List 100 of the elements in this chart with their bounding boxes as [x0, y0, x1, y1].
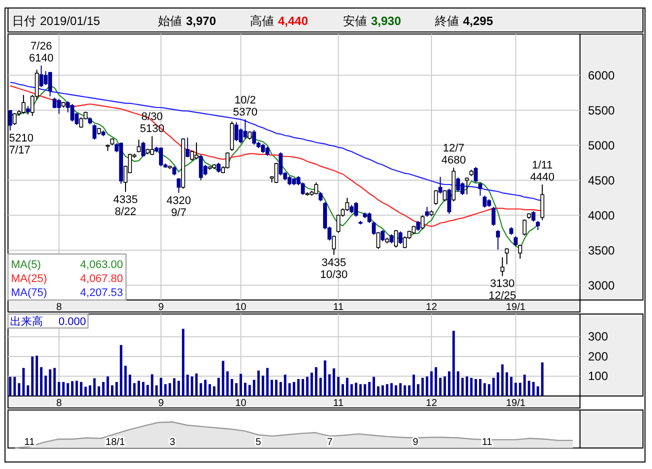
- bar: [319, 378, 322, 396]
- bar: [350, 384, 353, 396]
- bar: [142, 382, 144, 396]
- candlestick: [496, 230, 500, 250]
- bar: [364, 384, 366, 396]
- annotation: 4,207.53: [80, 287, 123, 299]
- text: 日付 2019/01/15: [12, 14, 100, 28]
- bar: [76, 380, 78, 396]
- bar: [488, 384, 490, 396]
- bar: [48, 369, 52, 396]
- y-tick-label: 4500: [588, 173, 616, 188]
- bar: [342, 384, 344, 396]
- x-tick-label: 7: [326, 437, 333, 448]
- x-tick-label: 11: [333, 398, 344, 409]
- bar: [235, 383, 238, 396]
- candlestick: [376, 232, 380, 250]
- bar: [332, 368, 336, 396]
- candlestick: [447, 188, 452, 214]
- bar: [381, 385, 384, 396]
- bar: [412, 374, 415, 396]
- candlestick: [314, 182, 318, 195]
- bar: [186, 374, 189, 396]
- bar: [324, 360, 326, 396]
- bar: [386, 384, 388, 396]
- bar: [466, 376, 468, 396]
- bar: [120, 345, 122, 396]
- text: MA(5): [11, 259, 41, 271]
- candlestick: [434, 190, 438, 206]
- bar: [479, 379, 482, 396]
- bar: [262, 376, 264, 396]
- candlestick: [380, 230, 385, 242]
- candlestick: [216, 162, 221, 174]
- bar: [430, 371, 433, 396]
- annotation: 10/2 5370: [232, 94, 258, 118]
- y-tick-label: 100: [588, 369, 608, 384]
- bar: [536, 386, 540, 396]
- bar: [217, 378, 220, 396]
- candlestick: [420, 214, 425, 230]
- bar: [306, 376, 309, 396]
- text: 始値 3,970: [158, 14, 216, 28]
- bar: [275, 380, 278, 396]
- annotation: 12/7 4680: [441, 142, 466, 167]
- bar: [404, 385, 406, 396]
- text: 終値 4,295: [434, 14, 494, 28]
- candlestick: [372, 221, 376, 236]
- bar: [208, 384, 211, 396]
- bar: [98, 386, 100, 396]
- bar: [284, 374, 286, 396]
- annotation: 5210 7/17: [9, 132, 34, 157]
- candlestick: [492, 206, 496, 226]
- annotation: 4,067.80: [80, 273, 123, 285]
- candlestick: [504, 248, 509, 265]
- y-tick-label: 300: [588, 330, 608, 344]
- bar: [66, 383, 70, 396]
- candlestick: [464, 177, 469, 195]
- bar: [71, 381, 74, 396]
- candlestick: [531, 210, 536, 222]
- candlestick: [8, 110, 12, 132]
- bar: [541, 362, 544, 396]
- bar: [248, 384, 251, 396]
- y-tick-label: 5000: [588, 138, 616, 152]
- bar: [302, 379, 304, 396]
- annotation: 3130 12/25: [488, 278, 516, 302]
- x-tick-label: 11: [482, 437, 493, 448]
- candlestick: [438, 176, 442, 194]
- bar: [31, 356, 34, 396]
- bar: [310, 372, 313, 396]
- candlestick: [318, 192, 323, 202]
- bar: [230, 379, 234, 396]
- candlestick: [234, 122, 238, 142]
- y-tick-label: 3000: [588, 278, 616, 292]
- candlestick: [416, 220, 420, 232]
- bar: [434, 367, 438, 396]
- annotation: 3435 10/30: [320, 256, 348, 281]
- bar: [40, 367, 42, 396]
- y-tick-label: 5500: [588, 103, 616, 118]
- candlestick: [12, 112, 17, 126]
- bar: [240, 374, 242, 396]
- text: 出来高 0.000: [10, 316, 86, 328]
- candlestick: [394, 230, 398, 248]
- candlestick: [474, 166, 478, 183]
- bar: [314, 367, 318, 396]
- x-tick-label: 10: [235, 302, 247, 313]
- bar: [506, 372, 508, 396]
- x-tick-label: 18/1: [106, 437, 126, 448]
- bar: [102, 382, 105, 396]
- bar: [177, 380, 180, 396]
- bar: [212, 386, 216, 396]
- bar: [470, 378, 473, 396]
- x-tick-label: 9: [412, 437, 419, 448]
- x-tick-label: 19/1: [506, 302, 526, 313]
- bar: [421, 378, 424, 396]
- bar: [532, 382, 535, 396]
- candlestick: [442, 190, 447, 202]
- bar: [155, 385, 158, 396]
- bar: [288, 383, 291, 396]
- y-tick-label: 3500: [588, 243, 616, 258]
- y-tick-label: 6000: [588, 68, 616, 82]
- x-tick-label: 10: [235, 398, 247, 409]
- candlestick: [252, 129, 256, 146]
